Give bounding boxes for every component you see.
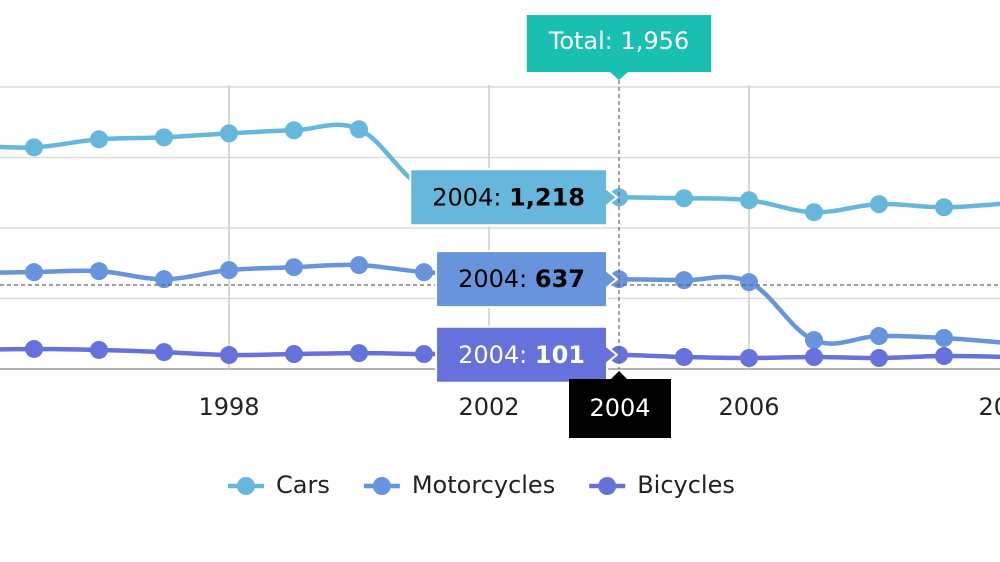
data-point <box>285 258 303 277</box>
data-point <box>25 138 43 157</box>
data-point <box>350 344 368 363</box>
data-point <box>155 343 173 362</box>
tooltip-box <box>435 325 619 384</box>
data-point <box>805 203 823 222</box>
legend: Cars Motorcycles Bicycles <box>228 471 735 499</box>
x-tick-label: 2010 <box>978 393 1000 421</box>
tooltip-prefix: 2004: <box>458 341 527 369</box>
x-axis: 1998 2002 2006 2010 <box>198 393 1000 421</box>
tooltip: 2004: 101 <box>435 325 619 384</box>
data-point <box>90 340 108 359</box>
data-point <box>155 128 173 147</box>
data-point <box>350 256 368 275</box>
data-point <box>220 124 238 143</box>
tooltip-space <box>527 265 535 293</box>
tooltip-prefix: 2004: <box>458 265 527 293</box>
legend-label: Bicycles <box>637 471 735 499</box>
data-point <box>25 263 43 282</box>
data-point <box>870 349 888 368</box>
x-tick-label: 2002 <box>458 393 519 421</box>
data-point <box>870 327 888 346</box>
tooltip-text: 2004: 637 <box>458 265 585 293</box>
data-point <box>415 263 433 282</box>
data-point <box>90 262 108 281</box>
data-point <box>935 347 953 366</box>
data-point <box>805 348 823 367</box>
legend-marker-dot <box>237 477 255 495</box>
tooltip-text: 2004: 1,218 <box>432 183 585 211</box>
data-point <box>285 345 303 364</box>
data-point <box>155 270 173 289</box>
data-point <box>675 271 693 290</box>
data-point <box>90 130 108 149</box>
tooltip-value: 1,218 <box>509 183 585 211</box>
data-point <box>610 188 628 207</box>
data-point <box>675 189 693 208</box>
axis-tooltip-label: 2004 <box>589 394 650 422</box>
legend-label: Cars <box>276 471 330 499</box>
legend-marker-dot <box>372 477 391 495</box>
tooltip-value: 637 <box>535 265 585 293</box>
tooltip-box <box>526 15 712 80</box>
data-point <box>675 348 693 367</box>
data-point <box>25 339 43 358</box>
data-point <box>870 195 888 214</box>
tooltip-total: Total: 1,956 <box>548 27 689 55</box>
legend-label: Motorcycles <box>412 471 555 499</box>
data-point <box>935 328 953 347</box>
data-point <box>740 191 758 210</box>
data-point <box>285 121 303 140</box>
tooltip-box <box>409 168 619 227</box>
axis-tooltip-box <box>569 379 671 438</box>
tooltip: 2004: 637 <box>435 250 619 309</box>
data-point <box>740 273 758 292</box>
data-point <box>220 261 238 280</box>
tooltip-space <box>501 183 509 211</box>
x-tick-label: 1998 <box>198 393 259 421</box>
x-tick-label: 2006 <box>718 393 779 421</box>
tooltip-space <box>527 341 535 369</box>
total-tooltip: Total: 1,956 <box>526 15 712 80</box>
data-point <box>805 331 823 350</box>
tooltip-text: 2004: 101 <box>458 341 585 369</box>
data-point <box>935 198 953 217</box>
data-point <box>350 120 368 139</box>
tooltip-box <box>435 250 619 309</box>
tooltip: 2004: 1,218 <box>409 168 619 227</box>
axis-tooltip-pointer <box>611 371 627 379</box>
data-point <box>740 349 758 368</box>
data-point <box>220 346 238 365</box>
legend-marker-dot <box>598 477 617 495</box>
data-point <box>415 345 433 364</box>
tooltip-prefix: 2004: <box>432 183 501 211</box>
tooltip-value: 101 <box>535 341 585 369</box>
